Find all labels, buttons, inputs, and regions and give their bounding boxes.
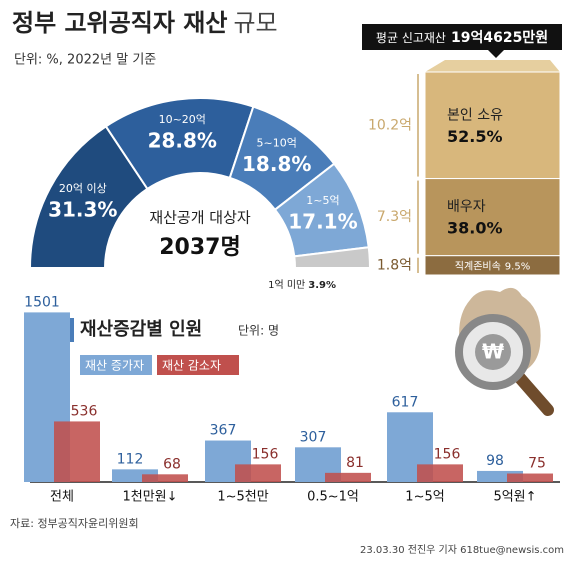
bar-value: 367 xyxy=(210,423,237,439)
amount-label: 10.2억 xyxy=(368,117,412,133)
segment-label: 1억 미만 xyxy=(268,279,305,291)
legend-label: 재산 증가자 xyxy=(85,359,144,373)
bar xyxy=(142,474,188,482)
magnifier-icon: ₩ xyxy=(455,287,554,416)
segment-value: 17.1% xyxy=(288,210,357,234)
unit: 단위: %, 2022년 말 기준 xyxy=(14,53,156,68)
callout-text: 평균 신고재산 19억4625만원 xyxy=(376,30,548,46)
title: 정부 고위공직자 재산 규모 xyxy=(12,9,278,37)
legend-swatch xyxy=(80,355,152,375)
bar-value: 98 xyxy=(486,453,504,469)
bar xyxy=(235,464,281,482)
x-tick-label: 1~5천만 xyxy=(217,490,268,505)
credit: 23.03.30 전진우 기자 618tue@newsis.com xyxy=(360,544,564,556)
bar-value: 156 xyxy=(252,446,279,462)
bar-value: 112 xyxy=(117,451,144,467)
donut-segment xyxy=(293,246,372,269)
bar-value: 1501 xyxy=(24,294,60,310)
box-segment xyxy=(424,255,561,276)
bar xyxy=(507,473,553,482)
legend-label: 재산 감소자 xyxy=(162,359,221,373)
segment-value: 18.8% xyxy=(242,152,311,176)
bar-value: 81 xyxy=(346,455,364,471)
title-main: 정부 고위공직자 재산 xyxy=(12,9,227,37)
bar-unit: 단위: 명 xyxy=(238,324,279,338)
center-value: 2037명 xyxy=(159,235,240,260)
callout-total: 19억4625만원 xyxy=(451,30,548,46)
bar-title: 재산증감별 인원 xyxy=(80,319,202,340)
bar-value: 156 xyxy=(434,446,461,462)
box-category: 직계존비속 xyxy=(455,260,501,272)
callout-pointer xyxy=(488,50,504,58)
svg-text:₩: ₩ xyxy=(482,340,504,364)
callout-title: 평균 신고재산 xyxy=(376,31,446,45)
bar-value: 75 xyxy=(528,456,546,472)
box-value: 52.5% xyxy=(447,127,503,146)
segment-label: 20억 이상 xyxy=(59,182,107,195)
box-category: 배우자 xyxy=(447,199,486,215)
box-segment xyxy=(424,178,561,257)
bar xyxy=(54,421,100,482)
legend-swatch xyxy=(157,355,239,375)
segment-label: 1억 미만 3.9% xyxy=(268,279,336,291)
amount-label: 7.3억 xyxy=(377,209,412,225)
x-tick-label: 1천만원↓ xyxy=(122,490,177,505)
box-category: 본인 소유 xyxy=(447,107,503,123)
bar-value: 68 xyxy=(163,456,181,472)
bar xyxy=(477,470,523,482)
title-suffix: 규모 xyxy=(233,9,277,37)
box-value: 38.0% xyxy=(447,219,503,238)
box-segment xyxy=(424,71,561,180)
x-tick-label: 5억원↑ xyxy=(493,490,536,505)
box-lid xyxy=(425,60,560,72)
bar-value: 536 xyxy=(71,403,98,419)
segment-label: 1~5억 xyxy=(306,194,339,207)
segment-label: 10~20억 xyxy=(159,113,206,126)
segment-value: 3.9% xyxy=(308,280,336,291)
x-tick-label: 1~5억 xyxy=(405,490,444,505)
bar-value: 617 xyxy=(392,394,419,410)
box-category: 직계존비속 9.5% xyxy=(455,260,530,272)
bar-value: 307 xyxy=(300,429,327,445)
box-value: 9.5% xyxy=(505,261,530,272)
segment-label: 5~10억 xyxy=(257,136,297,149)
bar xyxy=(325,472,371,482)
bar xyxy=(417,464,463,482)
x-tick-label: 전체 xyxy=(50,490,74,505)
segment-value: 31.3% xyxy=(48,198,117,222)
amount-label: 1.8억 xyxy=(377,257,412,273)
center-label: 재산공개 대상자 xyxy=(149,209,251,227)
segment-value: 28.8% xyxy=(148,129,217,153)
callout-box xyxy=(362,24,562,50)
source: 자료: 정부공직자윤리위원회 xyxy=(10,517,139,530)
x-tick-label: 0.5~1억 xyxy=(307,490,359,505)
